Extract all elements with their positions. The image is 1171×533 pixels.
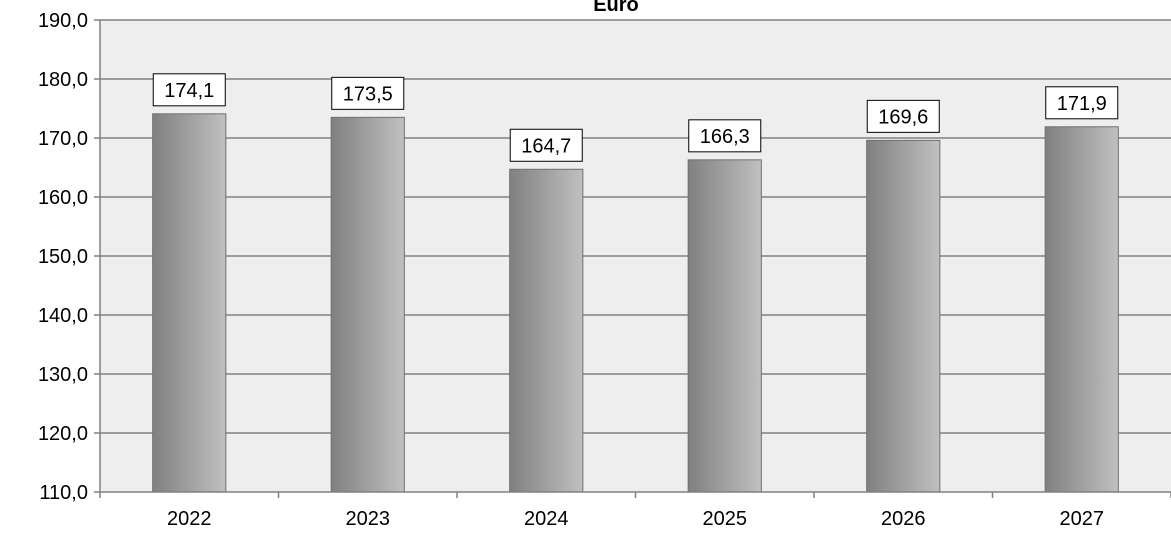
data-label-box xyxy=(509,128,583,162)
x-tick-label: 2025 xyxy=(703,508,748,530)
y-tick-label: 190,0 xyxy=(38,10,88,32)
bar-2022 xyxy=(152,113,227,493)
x-tick-label: 2026 xyxy=(881,508,926,530)
data-label-box xyxy=(152,73,226,107)
y-tick-label: 120,0 xyxy=(38,423,88,445)
bar-2026 xyxy=(866,139,941,493)
data-label: 171,9 xyxy=(1057,93,1107,115)
y-tick-label: 180,0 xyxy=(38,69,88,91)
tick-labels: 110,0 120,0 130,0 140,0 150,0 160,0 170,0 180,0… xyxy=(38,10,1104,530)
bar-2027 xyxy=(1044,126,1119,493)
data-label: 166,3 xyxy=(700,126,750,148)
data-label-box xyxy=(688,119,762,153)
chart-title: Euro xyxy=(593,0,639,16)
data-label: 169,6 xyxy=(878,106,928,128)
data-label: 174,1 xyxy=(164,80,214,102)
y-tick-label: 170,0 xyxy=(38,128,88,150)
bars xyxy=(152,113,1119,493)
axes xyxy=(94,19,1171,498)
data-label-box xyxy=(1045,86,1119,120)
x-tick-label: 2023 xyxy=(346,508,391,530)
x-tick-label: 2024 xyxy=(524,508,569,530)
data-labels: 174,1 173,5 164,7 166,3 169,6 171,9 xyxy=(152,73,1119,162)
y-tick-label: 110,0 xyxy=(39,482,88,504)
y-tick-label: 130,0 xyxy=(38,364,88,386)
x-tick-label: 2022 xyxy=(167,508,212,530)
y-tick-label: 150,0 xyxy=(38,246,88,268)
data-label-box xyxy=(331,76,405,110)
bar-2024 xyxy=(509,168,584,493)
data-label: 173,5 xyxy=(343,83,393,105)
bar-2023 xyxy=(330,116,405,493)
y-tick-label: 160,0 xyxy=(38,187,88,209)
gridlines xyxy=(100,19,1171,434)
y-tick-label: 140,0 xyxy=(38,305,88,327)
data-label-box xyxy=(866,99,940,133)
data-label: 164,7 xyxy=(521,135,571,157)
bar-2025 xyxy=(687,159,762,493)
x-tick-label: 2027 xyxy=(1060,508,1105,530)
